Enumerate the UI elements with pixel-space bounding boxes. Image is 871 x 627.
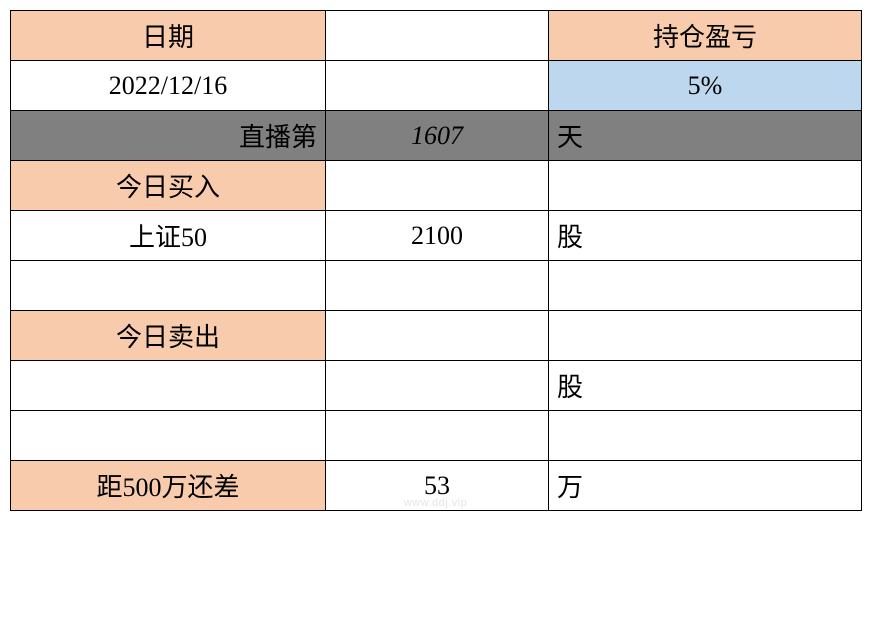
table-row: 日期 持仓盈亏 <box>11 11 862 61</box>
trading-log-table: 日期持仓盈亏2022/12/165%直播第1607天今日买入上证502100股今… <box>10 10 862 511</box>
table-cell: 1607 <box>326 111 549 161</box>
table-cell: 上证50 <box>11 211 326 261</box>
table-cell: 今日卖出 <box>11 311 326 361</box>
table-cell: 万 <box>549 461 862 511</box>
table-cell <box>11 361 326 411</box>
trading-log-table-wrap: 日期持仓盈亏2022/12/165%直播第1607天今日买入上证502100股今… <box>10 10 861 511</box>
table-cell <box>326 411 549 461</box>
table-cell <box>549 311 862 361</box>
table-cell: 2100 <box>326 211 549 261</box>
table-cell <box>326 161 549 211</box>
table-cell: 直播第 <box>11 111 326 161</box>
table-row: 股 <box>11 361 862 411</box>
table-row <box>11 261 862 311</box>
table-cell: 今日买入 <box>11 161 326 211</box>
table-row: 上证502100股 <box>11 211 862 261</box>
table-cell <box>549 161 862 211</box>
table-cell <box>11 411 326 461</box>
table-cell: 持仓盈亏 <box>549 11 862 61</box>
table-body: 日期持仓盈亏2022/12/165%直播第1607天今日买入上证502100股今… <box>11 11 862 511</box>
table-cell: 5% <box>549 61 862 111</box>
table-row: 距500万还差53万 <box>11 461 862 511</box>
table-cell: 日期 <box>11 11 326 61</box>
table-cell: 天 <box>549 111 862 161</box>
table-row <box>11 411 862 461</box>
table-cell: 2022/12/16 <box>11 61 326 111</box>
table-row: 直播第1607天 <box>11 111 862 161</box>
table-row: 2022/12/16 5% <box>11 61 862 111</box>
table-cell: 股 <box>549 211 862 261</box>
table-cell <box>11 261 326 311</box>
table-cell <box>549 261 862 311</box>
table-row: 今日卖出 <box>11 311 862 361</box>
table-cell: 距500万还差 <box>11 461 326 511</box>
table-cell <box>326 311 549 361</box>
table-row: 今日买入 <box>11 161 862 211</box>
table-cell: 53 <box>326 461 549 511</box>
table-cell <box>326 361 549 411</box>
table-cell <box>549 411 862 461</box>
table-cell <box>326 261 549 311</box>
table-cell <box>326 11 549 61</box>
table-cell: 股 <box>549 361 862 411</box>
table-cell <box>326 61 549 111</box>
